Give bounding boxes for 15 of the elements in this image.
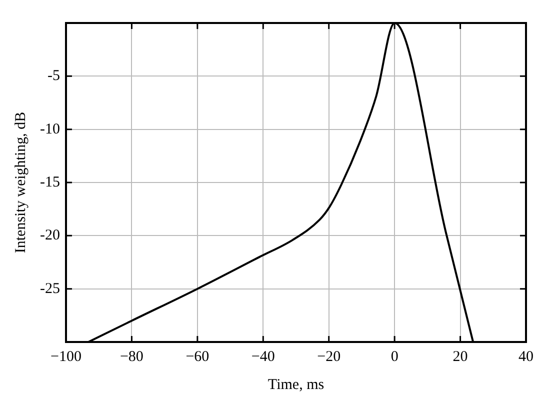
x-tick-label: −100: [50, 348, 82, 365]
x-tick-label: −60: [186, 348, 210, 365]
y-tick-label: -10: [40, 121, 60, 138]
y-tick-label: -20: [40, 228, 60, 244]
y-tick-label: -5: [47, 68, 60, 84]
y-axis-title: Intensity weighting, dB: [12, 112, 29, 254]
x-tick-label: 0: [390, 348, 398, 365]
y-tick-label: -15: [40, 174, 60, 190]
x-tick-label: −40: [251, 348, 275, 365]
x-tick-label: −20: [317, 348, 341, 365]
y-tick-label: -25: [40, 280, 60, 297]
x-tick-label: −80: [120, 348, 144, 365]
x-axis-title: Time, ms: [268, 376, 324, 393]
x-tick-label: 20: [452, 348, 468, 365]
x-tick-label: 40: [518, 348, 534, 365]
